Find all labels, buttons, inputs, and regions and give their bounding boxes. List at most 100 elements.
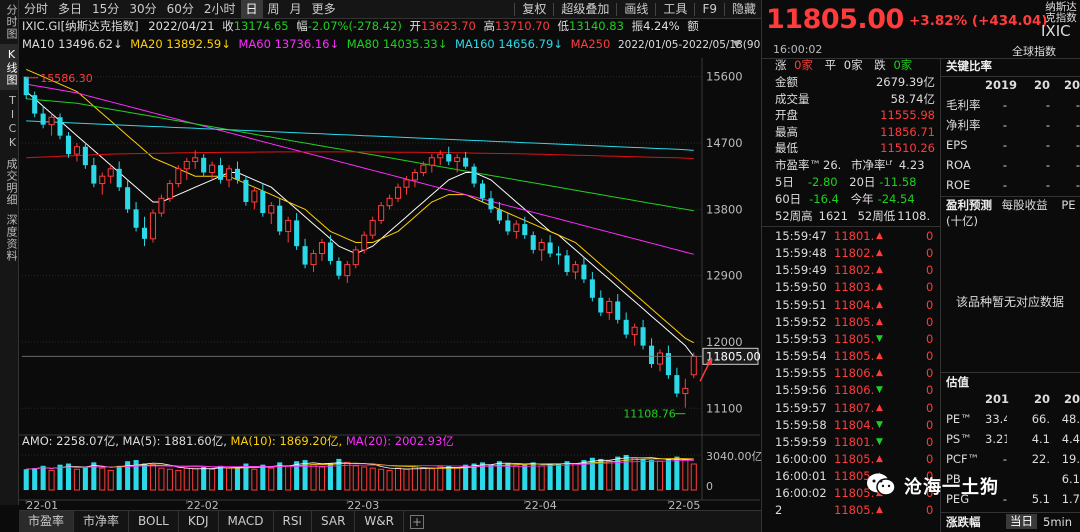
- candle-down: [82, 146, 88, 166]
- forecast-eps: 每股收益: [1001, 198, 1048, 212]
- volume-bar: [294, 461, 300, 490]
- volume-legend-item: MA(5): 1881.60亿,: [123, 434, 231, 448]
- ma80-legend: MA80 14035.33↓: [346, 37, 448, 51]
- candle-down: [648, 345, 655, 365]
- tab-kline[interactable]: K线图: [0, 44, 19, 90]
- tab-depth-info[interactable]: 深度资料: [5, 214, 18, 262]
- candle-up: [318, 242, 326, 255]
- tab-boll[interactable]: BOLL: [129, 511, 179, 532]
- chevron-down-icon[interactable]: ▼: [733, 39, 741, 50]
- period-15min[interactable]: 15分: [92, 1, 120, 16]
- volume-bar: [656, 460, 664, 491]
- high-value: 13710.70: [495, 19, 550, 33]
- index-code: IXIC: [1041, 22, 1071, 40]
- quote-panel: [761, 0, 1080, 532]
- cell-value: -: [1045, 138, 1050, 152]
- tick-price: 11802.: [834, 246, 874, 261]
- tools-button[interactable]: 工具: [663, 1, 688, 16]
- tab-trade-detail[interactable]: 成交明细: [5, 158, 18, 206]
- stat-value: 11856.71: [880, 124, 935, 139]
- down-label: 跌: [874, 58, 886, 72]
- cell-value: -: [1045, 178, 1050, 192]
- tick-price: 11806.: [834, 383, 874, 398]
- global-index-link[interactable]: 全球指数: [1012, 45, 1056, 58]
- kline-chart[interactable]: 15600 14700 13800 12900 12000 11100 11805.00 15…: [0, 0, 761, 510]
- volume-bar: [225, 467, 233, 491]
- cell-value: -: [1075, 158, 1080, 172]
- ma-legend: MA10 13496.62↓ MA20 13892.59↓ MA60 13736…: [22, 36, 779, 53]
- hide-button[interactable]: 隐藏: [731, 1, 756, 16]
- chart-labels: 15600 14700 13800 12900 12000 11100 11805.00 15…: [22, 70, 761, 510]
- cell-value: 19.: [1061, 452, 1080, 466]
- period-60min[interactable]: 60分: [166, 1, 194, 16]
- tab-5min[interactable]: 5min: [1043, 515, 1073, 529]
- period-timeshare[interactable]: 分时: [24, 1, 49, 16]
- pb-label: 市净率ᴸᶠ: [850, 158, 893, 172]
- tab-today[interactable]: 当日: [1006, 514, 1037, 529]
- tab-rsi[interactable]: RSI: [274, 511, 313, 532]
- period-week[interactable]: 周: [267, 1, 280, 16]
- tab-timeshare[interactable]: 分时图: [5, 4, 18, 40]
- tab-pe[interactable]: 市盈率: [19, 511, 75, 532]
- ma20-legend: MA20 13892.59↓: [130, 37, 231, 51]
- tab-macd[interactable]: MACD: [219, 511, 274, 532]
- add-indicator-icon[interactable]: +: [409, 514, 424, 529]
- down-count: 0家: [893, 58, 913, 72]
- f9-button[interactable]: F9: [702, 1, 717, 16]
- chart-grid: [19, 58, 760, 504]
- amp-value: 4.24%: [643, 19, 680, 33]
- period-day[interactable]: 日: [240, 0, 263, 19]
- row-label: PCF™: [946, 452, 980, 466]
- divider: [941, 196, 1080, 197]
- volume-bar: [598, 458, 604, 490]
- cell-value: -: [1002, 118, 1007, 132]
- forecast-title: 盈利预测: [946, 198, 992, 212]
- draw-line-button[interactable]: 画线: [624, 1, 649, 16]
- cell-value: -: [1075, 178, 1080, 192]
- tab-pb[interactable]: 市净率: [74, 511, 130, 532]
- period-month[interactable]: 月: [289, 1, 302, 16]
- forecast-empty: 该品种暂无对应数据: [956, 295, 1065, 309]
- candle-down: [623, 319, 629, 335]
- perf-row-1: 5日 -2.80 20日 -11.58: [775, 175, 935, 190]
- volume-bar: [218, 465, 224, 490]
- tab-kdj[interactable]: KDJ: [179, 511, 219, 532]
- tab-sar[interactable]: SAR: [312, 511, 356, 532]
- overlay-button[interactable]: 超级叠加: [561, 1, 610, 16]
- period-more[interactable]: 更多: [311, 1, 336, 16]
- tick-time: 16:00:00: [775, 451, 827, 466]
- tab-wr[interactable]: W&R: [355, 511, 404, 532]
- divider: [941, 512, 1080, 513]
- tab-tick[interactable]: TICK: [6, 94, 19, 150]
- tick-volume: 0: [926, 417, 934, 432]
- volume-ma-line: [26, 458, 694, 470]
- volume-bar: [149, 464, 157, 491]
- volume-bar: [640, 458, 646, 490]
- ma-line-ma80: [26, 98, 694, 212]
- row-label: PS™: [946, 432, 972, 446]
- adjust-button[interactable]: 复权: [522, 1, 547, 16]
- cell-value: -: [1002, 492, 1007, 506]
- candle-up: [175, 168, 182, 185]
- candle-up: [361, 234, 368, 251]
- candle-up: [209, 164, 216, 174]
- row-label: 净利率: [946, 118, 981, 132]
- volume-bar: [175, 469, 182, 491]
- ma-line-ma10: [25, 91, 695, 358]
- index-title-tag: 纳斯达克指数: [1045, 1, 1077, 24]
- candle-up: [225, 168, 233, 181]
- period-30min[interactable]: 30分: [129, 1, 157, 16]
- col-header: 20: [1033, 78, 1050, 92]
- volume-bar: [201, 466, 207, 490]
- ma160-legend: MA160 14656.79↓: [455, 37, 563, 51]
- candle-down: [294, 220, 300, 247]
- period-multiday[interactable]: 多日: [58, 1, 83, 16]
- candle-up: [183, 160, 190, 170]
- volume-bar: [73, 468, 80, 491]
- candle-up: [411, 172, 418, 181]
- cell-value: -: [1002, 98, 1007, 112]
- volume-bar: [209, 468, 216, 491]
- arrow-down-icon: ▼: [876, 385, 883, 396]
- period-2hour[interactable]: 2小时: [203, 1, 236, 16]
- pe-pb-row: 市盈率™ 26. 市净率ᴸᶠ 4.23: [775, 158, 935, 173]
